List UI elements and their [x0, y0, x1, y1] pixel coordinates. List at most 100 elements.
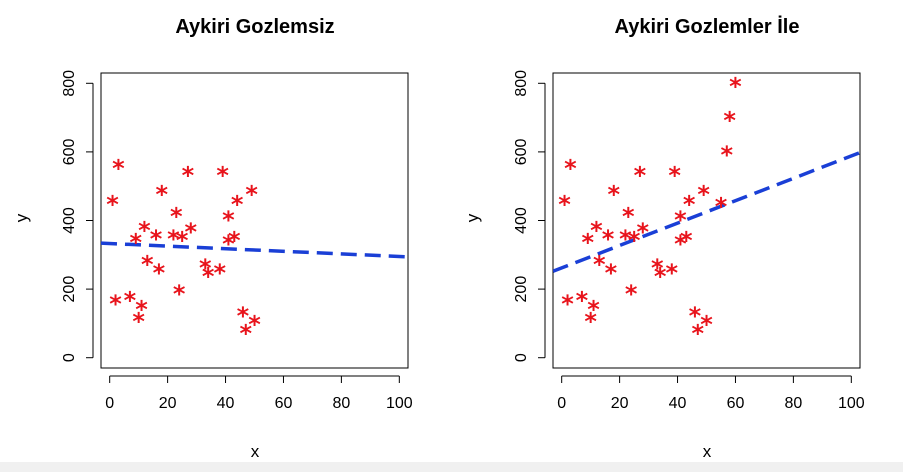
data-point: * [141, 251, 154, 279]
y-tick-label: 800 [513, 70, 530, 97]
data-point: * [697, 180, 710, 208]
data-point: * [651, 254, 664, 282]
y-tick-label: 800 [61, 70, 78, 97]
y-tick-label: 0 [61, 353, 78, 362]
data-point: * [199, 254, 212, 282]
data-point: * [602, 225, 615, 253]
data-point: * [167, 225, 180, 253]
data-point: * [674, 206, 687, 234]
data-point: * [593, 251, 606, 279]
data-point: * [680, 227, 693, 255]
data-points: *** ***************** ************** [558, 72, 742, 347]
x-axis-label: x [703, 442, 712, 461]
data-point: * [581, 228, 594, 256]
data-point: * [237, 302, 250, 330]
x-axis-label: x [251, 442, 260, 461]
regression-line [553, 150, 860, 273]
x-tick-label: 100 [838, 395, 865, 412]
data-point: * [228, 227, 241, 255]
data-point: * [222, 206, 235, 234]
data-points: *** ***************** ********** [106, 155, 261, 348]
x-tick-label: 40 [669, 395, 687, 412]
data-point: * [138, 216, 151, 244]
data-point: * [628, 227, 641, 255]
data-point: * [182, 161, 195, 189]
data-point: * [129, 228, 142, 256]
y-tick-label: 0 [513, 353, 530, 362]
y-axis-ticks: 0 200 400 600 800 [513, 70, 546, 362]
data-point: * [584, 307, 597, 335]
data-point: * [634, 161, 647, 189]
data-point: * [132, 307, 145, 335]
panel-aykiri-gozlemler-ile: Aykiri Gozlemler İle x y 0 20 40 60 80 100 0 2… [463, 15, 865, 461]
regression-line [101, 241, 408, 259]
data-point: * [715, 192, 728, 220]
data-point: * [723, 107, 736, 135]
y-tick-label: 400 [61, 207, 78, 234]
x-tick-label: 100 [386, 395, 413, 412]
data-point: * [619, 225, 632, 253]
x-tick-label: 0 [105, 395, 114, 412]
data-point: * [561, 290, 574, 318]
x-tick-label: 40 [217, 395, 235, 412]
data-point: * [654, 263, 667, 291]
data-point: * [692, 319, 705, 347]
data-point: * [590, 216, 603, 244]
data-point: * [558, 191, 571, 219]
data-point: * [245, 180, 258, 208]
data-point: * [729, 72, 742, 100]
footer-strip [0, 462, 903, 472]
data-point: * [135, 295, 148, 323]
data-point: * [156, 180, 169, 208]
y-axis-label: y [463, 213, 482, 222]
y-tick-label: 200 [61, 276, 78, 303]
data-point: * [185, 218, 198, 246]
y-axis-ticks: 0 200 400 600 800 [61, 70, 94, 362]
data-point: * [109, 290, 122, 318]
data-point: * [668, 161, 681, 189]
data-point: * [665, 259, 678, 287]
y-tick-label: 600 [513, 138, 530, 165]
data-point: * [637, 218, 650, 246]
panel-aykiri-gozlemsiz: Aykiri Gozlemsiz x y 0 20 40 60 80 100 0 200 40… [12, 16, 413, 461]
data-point: * [124, 287, 137, 315]
data-point: * [216, 161, 229, 189]
data-point: * [587, 295, 600, 323]
y-tick-label: 600 [61, 138, 78, 165]
data-point: * [213, 259, 226, 287]
data-point: * [689, 302, 702, 330]
data-point: * [150, 225, 163, 253]
data-point: * [112, 155, 125, 183]
x-tick-label: 80 [784, 395, 802, 412]
x-tick-label: 60 [727, 395, 745, 412]
x-tick-label: 0 [557, 395, 566, 412]
data-point: * [700, 311, 713, 339]
data-point: * [173, 280, 186, 308]
data-point: * [153, 259, 166, 287]
plot-frame [100, 72, 409, 369]
x-tick-label: 20 [611, 395, 629, 412]
data-point: * [683, 191, 696, 219]
x-tick-label: 60 [275, 395, 293, 412]
data-point: * [176, 227, 189, 255]
plot-frame [552, 72, 861, 369]
fit-lines [553, 150, 860, 273]
data-point: * [248, 311, 261, 339]
data-point: * [625, 280, 638, 308]
y-tick-label: 400 [513, 207, 530, 234]
chart-title: Aykiri Gozlemsiz [175, 16, 334, 38]
data-point: * [605, 259, 618, 287]
data-point: * [720, 141, 733, 169]
y-tick-label: 200 [513, 276, 530, 303]
data-point: * [608, 180, 621, 208]
data-point: * [170, 203, 183, 231]
data-point: * [202, 263, 215, 291]
data-point: * [576, 287, 589, 315]
x-axis-ticks: 0 20 40 60 80 100 [105, 375, 413, 412]
x-axis-ticks: 0 20 40 60 80 100 [557, 375, 865, 412]
x-tick-label: 80 [332, 395, 350, 412]
y-axis-label: y [12, 213, 31, 222]
data-point: * [231, 191, 244, 219]
data-point: * [106, 191, 119, 219]
